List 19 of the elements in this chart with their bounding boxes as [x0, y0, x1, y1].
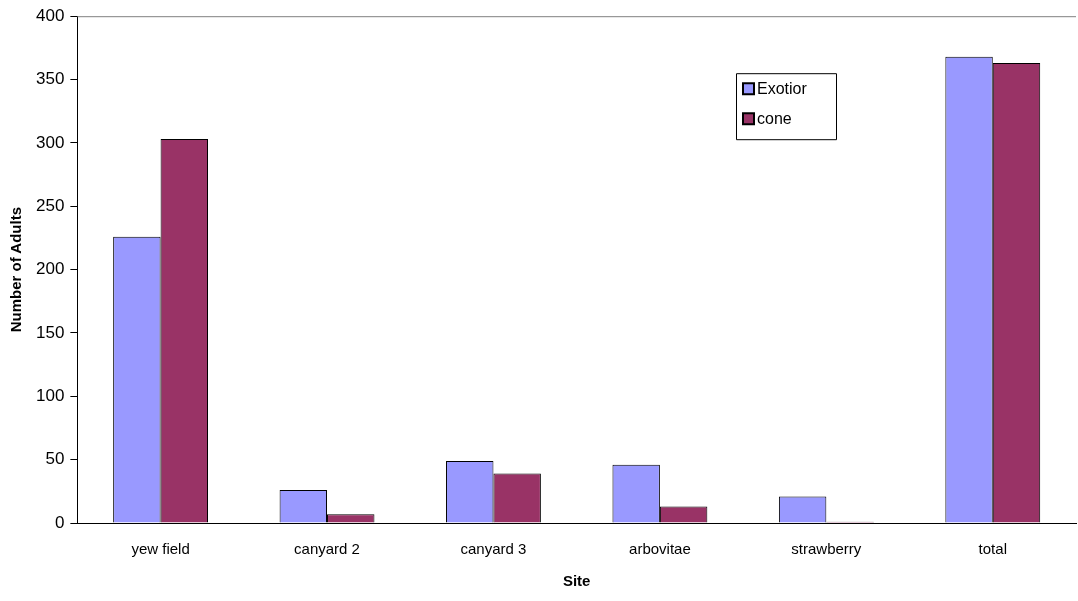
y-tick-label: 0	[54, 512, 65, 532]
y-tick-label: 400	[35, 5, 65, 25]
y-tick-label: 350	[35, 69, 65, 89]
y-tick-label: 250	[35, 195, 65, 215]
y-tick-label: 200	[35, 259, 65, 279]
x-tick-label: canyard 2	[294, 540, 360, 558]
y-tick-label: 150	[35, 322, 65, 342]
x-tick-label: canyard 3	[460, 540, 527, 558]
x-tick-label: yew field	[131, 540, 190, 558]
x-axis-title: Site	[562, 572, 591, 590]
x-tick-label: strawberry	[791, 540, 862, 558]
legend-label: cone	[757, 109, 792, 127]
y-tick-label: 300	[35, 132, 65, 152]
y-axis-title: Number of Adults	[7, 206, 25, 333]
y-tick-label: 50	[45, 449, 65, 469]
y-tick-label: 100	[35, 385, 65, 405]
x-tick-label: total	[978, 540, 1007, 558]
legend-label: Exotior	[757, 79, 808, 97]
x-tick-label: arbovitae	[629, 540, 691, 558]
